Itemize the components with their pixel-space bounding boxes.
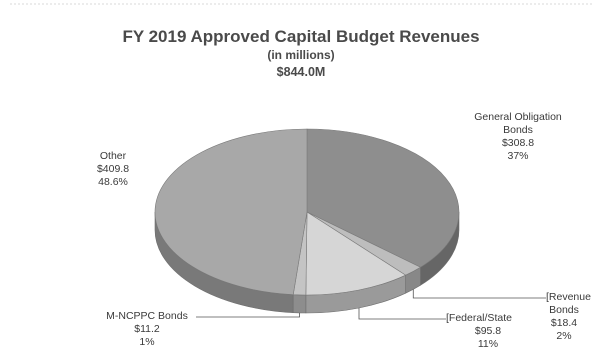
chart-title: FY 2019 Approved Capital Budget Revenues bbox=[122, 27, 480, 46]
leader-line-federal-state bbox=[358, 307, 446, 320]
pie-slice-federal-state bbox=[305, 211, 407, 296]
label-percent: 48.6% bbox=[98, 176, 128, 188]
chart-subtitle: (in millions) bbox=[267, 48, 335, 62]
label-percent: 37% bbox=[507, 150, 529, 162]
label-name: [Revenue bbox=[546, 291, 591, 303]
leader-line-m-ncppc-bonds bbox=[196, 312, 300, 318]
label-name: Other bbox=[99, 150, 127, 162]
label-percent: 2% bbox=[556, 330, 572, 342]
label-amount: $18.4 bbox=[550, 317, 578, 329]
label-amount: $11.2 bbox=[134, 323, 160, 335]
label-federal-state: [Federal/State bbox=[446, 312, 528, 325]
pie-slice-other bbox=[154, 128, 308, 295]
label-federal-state-values: $95.8 11% bbox=[448, 325, 528, 351]
label-name: [Federal/State bbox=[446, 312, 512, 324]
chart-total: $844.0M bbox=[276, 65, 326, 79]
label-revenue-bonds-values: Bonds $18.4 2% bbox=[534, 304, 594, 343]
leader-line-revenue-bonds bbox=[412, 289, 546, 299]
pie-slice-general-obligation-bonds bbox=[306, 128, 460, 268]
label-percent: 11% bbox=[477, 338, 499, 350]
label-name-2: Bonds bbox=[503, 124, 533, 136]
label-name: General Obligation bbox=[474, 111, 562, 123]
label-name: M-NCPPC Bonds bbox=[106, 310, 188, 322]
pie-slice-side bbox=[292, 294, 307, 314]
label-amount: $308.8 bbox=[501, 137, 535, 149]
label-other: Other $409.8 48.6% bbox=[86, 150, 140, 189]
label-percent: 1% bbox=[139, 336, 155, 348]
label-amount: $95.8 bbox=[474, 325, 502, 337]
label-mncppc-bonds: M-NCPPC Bonds $11.2 1% bbox=[102, 310, 192, 349]
label-revenue-bonds: [Revenue bbox=[546, 291, 602, 304]
label-name-2: Bonds bbox=[549, 304, 579, 316]
label-general-obligation: General Obligation Bonds $308.8 37% bbox=[458, 111, 578, 163]
label-amount: $409.8 bbox=[96, 163, 130, 175]
